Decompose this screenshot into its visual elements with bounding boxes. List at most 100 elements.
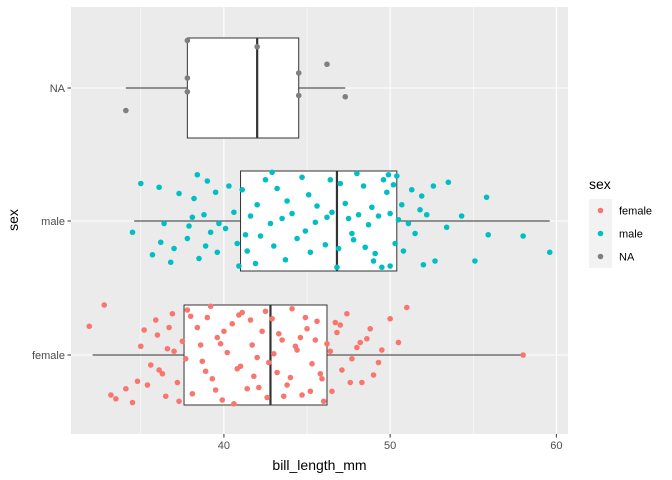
data-point-male — [322, 241, 329, 248]
data-point-female — [249, 342, 255, 348]
data-point-male — [234, 240, 241, 247]
data-point-NA — [184, 88, 191, 95]
data-point-female — [231, 400, 237, 407]
data-point-male — [390, 181, 397, 188]
data-point-male — [355, 211, 362, 218]
data-point-female — [274, 369, 280, 376]
data-point-male — [176, 190, 182, 197]
data-point-male — [236, 263, 242, 269]
data-point-male — [342, 200, 349, 207]
data-point-male — [423, 211, 430, 218]
data-point-female — [182, 355, 189, 362]
data-point-male — [231, 209, 237, 216]
x-tick-label: 60 — [550, 440, 562, 452]
data-point-female — [184, 307, 191, 313]
data-point-female — [194, 324, 201, 331]
data-point-male — [214, 249, 221, 256]
data-point-male — [324, 214, 330, 221]
data-point-female — [244, 385, 250, 392]
data-point-female — [264, 394, 270, 401]
box-NA — [186, 37, 300, 139]
data-point-female — [344, 310, 350, 317]
data-point-male — [400, 248, 407, 254]
data-point-female — [197, 342, 204, 348]
data-point-male — [294, 235, 300, 242]
data-point-male — [149, 251, 156, 258]
data-point-male — [430, 183, 437, 189]
data-point-female — [171, 348, 177, 355]
data-point-male — [244, 248, 250, 254]
y-tick-label: female — [32, 350, 65, 362]
data-point-female — [176, 398, 182, 405]
data-point-female — [387, 315, 393, 322]
data-point-male — [546, 249, 553, 256]
data-point-male — [302, 228, 309, 234]
data-point-male — [432, 258, 438, 264]
data-point-male — [270, 243, 277, 249]
data-point-female — [520, 352, 526, 358]
x-tick-label: 50 — [384, 440, 396, 452]
data-point-male — [254, 201, 260, 208]
data-point-male — [420, 261, 427, 268]
data-point-male — [226, 183, 232, 189]
data-point-female — [254, 354, 260, 361]
data-point-male — [284, 198, 290, 204]
data-point-female — [219, 397, 226, 403]
data-point-female — [212, 387, 219, 393]
data-point-male — [445, 179, 452, 186]
data-point-female — [101, 302, 108, 308]
data-point-male — [212, 189, 219, 196]
data-point-male — [196, 255, 202, 262]
data-point-male — [472, 258, 478, 264]
data-point-male — [194, 171, 201, 178]
data-point-female — [108, 392, 114, 398]
data-point-male — [299, 174, 305, 181]
legend-label-NA: NA — [619, 252, 635, 264]
data-point-female — [166, 324, 172, 331]
data-point-female — [138, 343, 144, 350]
x-tick-label: 40 — [218, 440, 230, 452]
data-point-female — [217, 340, 224, 347]
data-point-male — [350, 236, 357, 243]
data-point-female — [349, 355, 355, 362]
data-point-female — [284, 382, 290, 388]
data-point-female — [199, 358, 206, 365]
data-point-female — [179, 338, 186, 345]
data-point-male — [262, 176, 269, 183]
data-point-NA — [324, 61, 330, 68]
data-point-male — [201, 211, 207, 218]
data-point-male — [405, 220, 412, 227]
data-point-female — [189, 390, 196, 397]
data-point-female — [144, 382, 151, 388]
data-point-male — [312, 219, 319, 226]
data-point-male — [189, 214, 196, 221]
data-point-female — [247, 317, 254, 323]
legend-key-female — [597, 207, 604, 214]
data-point-female — [307, 388, 314, 395]
data-point-male — [202, 243, 209, 249]
data-point-male — [157, 239, 164, 246]
data-point-female — [320, 398, 327, 405]
x-axis-title: bill_length_mm — [272, 457, 366, 473]
data-point-male — [458, 213, 465, 219]
axes: 40 50 60 female male NA — [32, 83, 563, 452]
data-point-female — [359, 379, 365, 386]
data-point-female — [334, 329, 340, 336]
data-point-female — [270, 350, 277, 357]
data-point-female — [266, 359, 272, 366]
data-point-female — [375, 359, 382, 366]
data-point-female — [164, 345, 171, 352]
data-point-male — [167, 259, 174, 266]
data-point-female — [129, 399, 136, 406]
data-point-male — [207, 229, 214, 236]
data-point-female — [204, 314, 211, 321]
data-point-male — [216, 220, 222, 227]
data-point-female — [299, 392, 305, 398]
data-point-female — [221, 328, 227, 335]
data-point-male — [267, 220, 274, 227]
data-point-NA — [342, 93, 349, 100]
data-point-female — [370, 372, 377, 378]
data-point-female — [319, 375, 325, 382]
data-point-female — [280, 393, 287, 400]
jitter-points — [86, 37, 553, 407]
